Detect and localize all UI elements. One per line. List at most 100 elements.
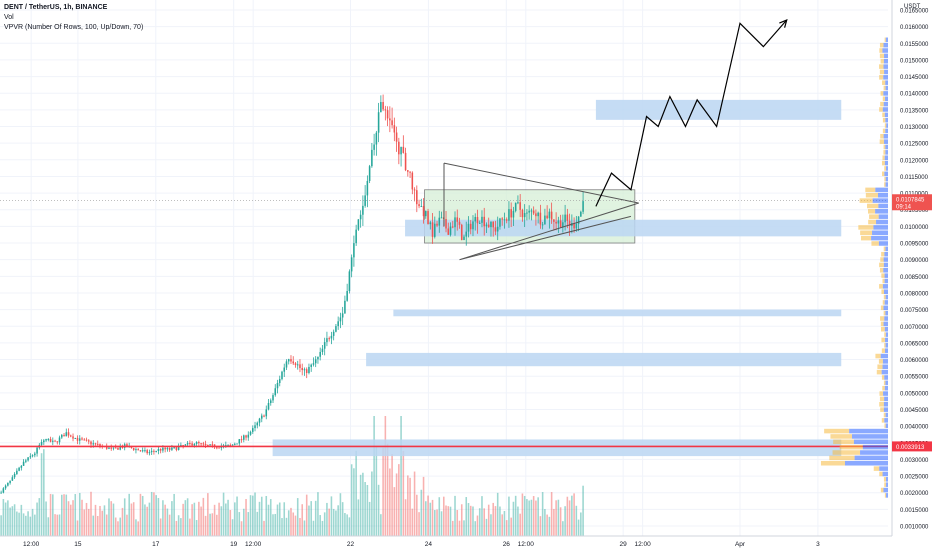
vpvr-bar-up bbox=[885, 144, 888, 150]
vpvr-bar-down bbox=[879, 284, 883, 289]
candle-body bbox=[364, 195, 366, 206]
vpvr-bar-up bbox=[884, 418, 888, 423]
volume-bar bbox=[112, 503, 115, 536]
vpvr-bar-up bbox=[885, 337, 888, 343]
volume-bar bbox=[184, 500, 187, 536]
time-axis[interactable]: 12:00 15 17 19 12:00 22 24 26 12:00 29 12:00 Apr 3 bbox=[0, 535, 892, 550]
vpvr-bar-up bbox=[872, 230, 888, 236]
volume-bar bbox=[409, 477, 411, 536]
vpvr-bar-up bbox=[844, 460, 888, 466]
candle-body bbox=[195, 442, 198, 444]
vpvr-bar-down bbox=[881, 337, 886, 343]
vpvr-bar-up bbox=[885, 85, 888, 91]
vpvr-bar-up bbox=[884, 53, 888, 59]
volume-bar bbox=[81, 499, 83, 536]
volume-bar bbox=[355, 450, 357, 536]
vpvr-bar-up bbox=[883, 101, 888, 107]
vpvr-bar-down bbox=[879, 48, 883, 53]
candle-body bbox=[314, 359, 317, 364]
volume-bar bbox=[90, 491, 92, 536]
volume-bar bbox=[305, 494, 308, 536]
candle-body bbox=[503, 219, 506, 221]
volume-bar bbox=[9, 507, 11, 536]
candle-body bbox=[330, 335, 333, 339]
volume-bar bbox=[249, 495, 252, 536]
candle-body bbox=[362, 205, 364, 215]
vpvr-bar-down bbox=[860, 230, 873, 236]
volume-bar bbox=[362, 472, 364, 536]
volume-bar bbox=[267, 504, 270, 536]
volume-bar bbox=[216, 514, 218, 536]
candle-body bbox=[476, 216, 479, 224]
candle-body bbox=[132, 448, 135, 450]
vpvr-bar-down bbox=[880, 101, 884, 107]
vpvr-bar-up bbox=[883, 305, 888, 311]
price-tick-label: 0.0125000 bbox=[900, 142, 929, 148]
volume-bar bbox=[438, 497, 441, 536]
volume-bar bbox=[312, 520, 315, 536]
candle-body bbox=[321, 348, 324, 352]
volume-bar bbox=[198, 501, 200, 536]
candle-body bbox=[512, 210, 515, 218]
vpvr-bar-up bbox=[862, 444, 888, 450]
volume-bar bbox=[87, 508, 90, 536]
time-tick-label: 22 bbox=[347, 541, 355, 548]
vpvr-bar-up bbox=[884, 326, 888, 332]
candle-body bbox=[85, 439, 88, 441]
vpvr-bar-down bbox=[880, 487, 884, 493]
volume-bar bbox=[260, 496, 263, 536]
volume-bar bbox=[117, 521, 119, 536]
time-tick-label: 29 bbox=[620, 541, 628, 548]
volume-bar bbox=[108, 498, 110, 536]
candle-body bbox=[96, 443, 99, 445]
volume-bar bbox=[436, 509, 438, 536]
candle-body bbox=[508, 209, 510, 221]
price-axis[interactable]: 0.0010000 0.0015000 0.0020000 0.0025000 0.00… bbox=[891, 0, 932, 550]
volume-bar bbox=[456, 510, 459, 536]
volume-bar bbox=[285, 517, 288, 536]
candle-body bbox=[285, 361, 288, 368]
vpvr-bar-up bbox=[883, 407, 888, 412]
candle-body bbox=[535, 213, 537, 217]
volume-bar bbox=[317, 492, 319, 536]
volume-bar bbox=[227, 499, 229, 536]
volume-bar bbox=[377, 484, 380, 536]
supply-demand-zone bbox=[393, 309, 842, 317]
volume-bar bbox=[425, 501, 427, 536]
candle-body bbox=[463, 236, 465, 241]
vpvr-bar-up bbox=[882, 284, 888, 289]
candle-body bbox=[72, 436, 74, 439]
volume-bar bbox=[63, 494, 65, 536]
candle-body bbox=[481, 216, 483, 223]
candle-body bbox=[328, 338, 330, 340]
candle-body bbox=[218, 447, 220, 449]
vpvr-bar-up bbox=[883, 58, 888, 64]
candle-body bbox=[451, 226, 454, 228]
volume-bar bbox=[458, 520, 461, 536]
candle-body bbox=[207, 444, 209, 446]
volume-bar bbox=[521, 493, 524, 536]
volume-bar bbox=[483, 508, 486, 536]
vpvr-bar-down bbox=[879, 64, 884, 69]
volume-bar bbox=[200, 506, 202, 536]
vpvr-bar-down bbox=[882, 96, 886, 102]
candle-body bbox=[47, 438, 50, 440]
vpvr-bar-down bbox=[879, 139, 885, 144]
volume-bar bbox=[269, 499, 272, 536]
volume-bar bbox=[546, 514, 548, 536]
volume-bar bbox=[202, 497, 205, 536]
vpvr-bar-up bbox=[878, 203, 888, 209]
candle-body bbox=[373, 144, 375, 150]
volume-bar bbox=[240, 521, 243, 536]
volume-bar bbox=[162, 500, 164, 536]
candle-body bbox=[281, 371, 283, 380]
vpvr-bar-up bbox=[885, 294, 888, 300]
price-tick-label: 0.0080000 bbox=[900, 291, 929, 297]
candle-body bbox=[353, 243, 355, 258]
candle-body bbox=[456, 217, 459, 222]
candle-body bbox=[467, 223, 470, 232]
candle-body bbox=[449, 226, 452, 235]
vpvr-bar-down bbox=[882, 385, 885, 391]
candle-body bbox=[168, 448, 171, 450]
